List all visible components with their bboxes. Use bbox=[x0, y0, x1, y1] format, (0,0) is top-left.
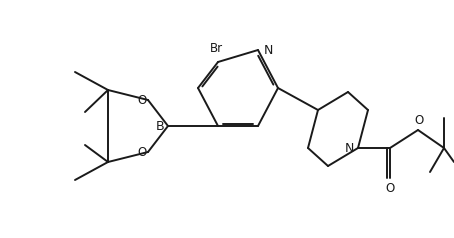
Text: Br: Br bbox=[209, 41, 222, 55]
Text: O: O bbox=[138, 145, 147, 159]
Text: O: O bbox=[415, 114, 424, 127]
Text: N: N bbox=[345, 142, 354, 154]
Text: N: N bbox=[264, 44, 273, 56]
Text: O: O bbox=[138, 94, 147, 106]
Text: O: O bbox=[385, 182, 395, 194]
Text: B: B bbox=[155, 120, 164, 134]
